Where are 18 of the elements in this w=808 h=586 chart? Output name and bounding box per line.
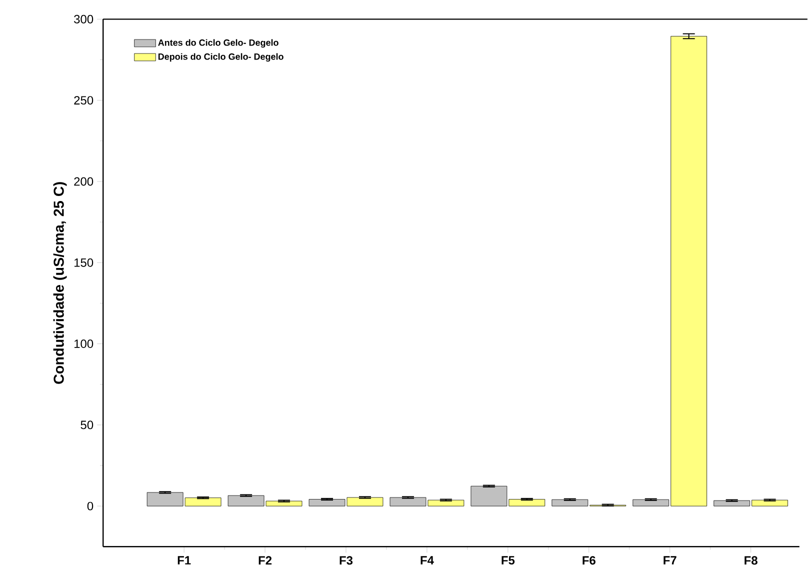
y-tick-label: 200 [74,177,94,186]
legend-label: Antes do Ciclo Gelo- Degelo [158,39,278,48]
x-tick-label: F6 [582,556,596,565]
x-tick-label: F8 [744,556,758,565]
x-tick-label: F1 [178,556,191,565]
y-tick-label: 0 [87,502,94,510]
x-tick-label: F7 [664,556,676,565]
y-tick-label: 100 [74,340,94,348]
y-axis-title: Condutividade (uS/cma, 25 C) [53,182,67,384]
legend-label: Depois do Ciclo Gelo- Degelo [158,53,284,62]
x-tick-label: F4 [420,556,434,565]
y-tick-label: 150 [74,258,94,267]
y-tick-label: 50 [80,420,94,430]
x-tick-label: F2 [258,556,272,565]
x-tick-label: F5 [502,556,515,565]
y-tick-label: 250 [74,96,94,105]
y-tick-label: 300 [74,15,94,24]
x-tick-label: F3 [340,556,353,565]
